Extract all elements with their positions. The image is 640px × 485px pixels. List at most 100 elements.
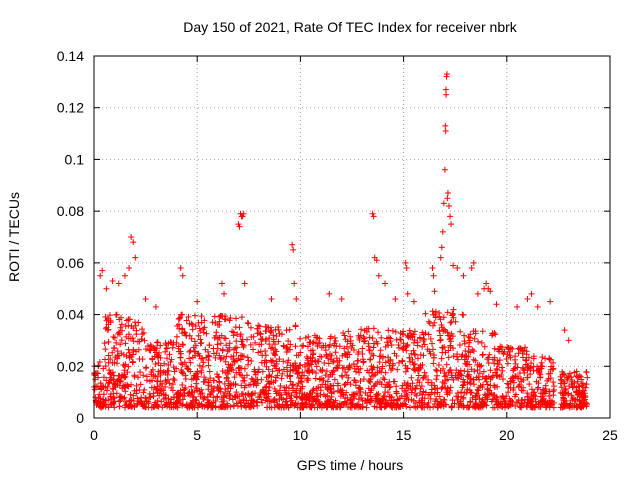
data-point	[198, 313, 205, 320]
data-point	[118, 321, 125, 328]
data-point	[174, 322, 181, 329]
data-point	[434, 389, 441, 396]
data-point	[101, 340, 108, 347]
data-point	[306, 404, 313, 411]
data-point	[285, 357, 292, 364]
data-point	[327, 371, 334, 378]
data-point	[197, 340, 204, 347]
data-point	[338, 389, 345, 396]
data-point	[454, 265, 461, 272]
y-tick-label: 0.04	[57, 307, 84, 323]
data-point	[464, 372, 471, 379]
data-point	[163, 341, 170, 348]
data-point	[211, 377, 217, 384]
data-point	[541, 388, 548, 395]
data-point	[209, 319, 216, 326]
data-point	[202, 346, 209, 353]
data-point	[550, 399, 557, 406]
data-point	[346, 362, 353, 369]
data-point	[292, 364, 299, 371]
data-point	[245, 357, 252, 364]
data-point	[265, 393, 272, 400]
data-point	[221, 290, 228, 297]
data-point	[430, 272, 437, 279]
data-point	[566, 370, 573, 377]
data-point	[338, 296, 345, 303]
data-point	[531, 389, 538, 396]
data-point	[260, 386, 267, 393]
data-point	[222, 358, 229, 365]
data-point	[336, 343, 343, 350]
data-point	[266, 341, 273, 348]
data-point	[201, 317, 208, 324]
data-point	[547, 366, 554, 373]
data-point	[370, 325, 377, 332]
data-point	[421, 401, 428, 408]
data-point	[236, 324, 243, 331]
data-point	[357, 388, 364, 395]
data-point	[262, 352, 269, 359]
data-point	[334, 387, 341, 394]
data-point	[487, 367, 494, 374]
data-point	[449, 311, 456, 318]
data-point	[416, 399, 423, 406]
data-point	[437, 367, 444, 374]
data-point	[444, 195, 451, 202]
data-point	[546, 393, 553, 400]
data-point	[325, 355, 332, 362]
data-point	[491, 329, 498, 336]
data-point	[450, 306, 457, 313]
data-point	[222, 390, 229, 397]
data-point	[493, 396, 500, 403]
data-point	[403, 343, 410, 350]
data-point	[443, 71, 450, 78]
data-point	[173, 399, 180, 406]
data-point	[264, 404, 271, 411]
data-point	[472, 330, 479, 337]
x-tick-label: 0	[90, 427, 98, 443]
data-point	[309, 340, 316, 347]
data-point	[547, 298, 554, 305]
data-point	[400, 340, 407, 347]
data-point	[374, 392, 381, 399]
data-point	[534, 363, 541, 370]
data-point	[113, 339, 120, 346]
data-point	[179, 396, 186, 403]
data-point	[134, 400, 141, 407]
data-point	[268, 345, 275, 352]
data-point	[128, 234, 135, 240]
data-point	[396, 359, 403, 366]
data-point	[106, 379, 113, 386]
data-point	[484, 385, 491, 392]
data-point	[179, 381, 186, 388]
data-point	[253, 399, 260, 406]
y-tick-label: 0.12	[57, 100, 84, 116]
data-point	[343, 351, 350, 358]
data-point	[120, 351, 127, 358]
data-point	[257, 348, 264, 355]
data-point	[257, 336, 264, 343]
data-point	[117, 341, 124, 348]
data-point	[360, 334, 367, 341]
data-point	[170, 375, 177, 382]
data-point	[187, 347, 194, 354]
data-point	[157, 370, 164, 377]
data-point	[248, 375, 255, 382]
data-point	[298, 395, 305, 402]
data-point	[293, 296, 300, 303]
data-point	[135, 374, 142, 381]
data-point	[163, 378, 170, 385]
data-point	[473, 390, 480, 397]
data-point	[137, 369, 144, 376]
data-point	[205, 379, 212, 386]
data-point	[360, 376, 367, 383]
data-point	[233, 338, 240, 345]
data-point	[550, 379, 557, 386]
data-point	[135, 346, 142, 353]
data-point	[307, 347, 314, 354]
data-point	[414, 403, 421, 410]
data-point	[483, 280, 490, 287]
data-point	[156, 349, 163, 356]
data-point	[175, 316, 182, 323]
data-point	[119, 327, 126, 334]
